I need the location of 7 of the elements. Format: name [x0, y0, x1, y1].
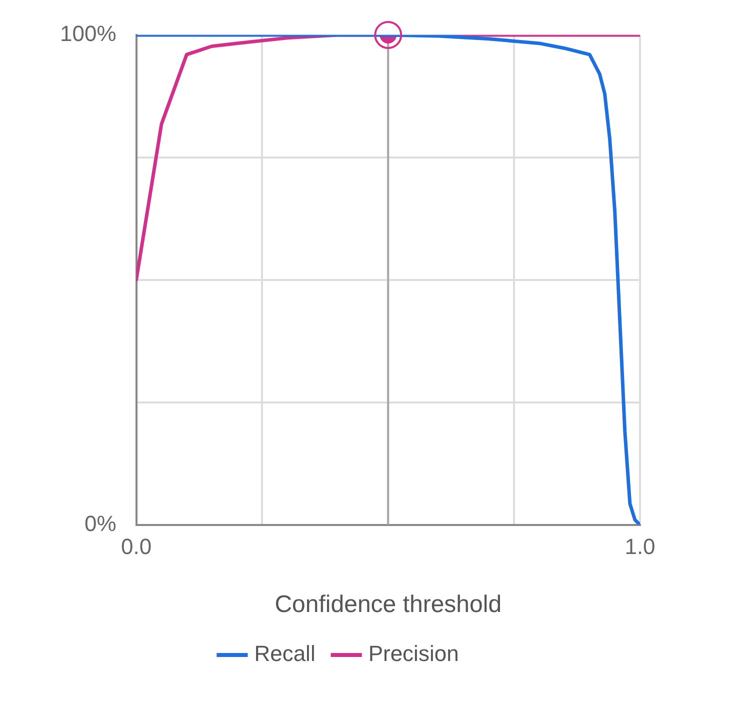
x-tick-label: 0.0 — [120, 534, 152, 560]
y-tick-label: 100% — [60, 21, 116, 46]
legend-label: Precision — [368, 641, 459, 666]
x-axis-title: Confidence threshold — [274, 591, 502, 618]
legend-label: Recall — [254, 641, 316, 666]
x-tick-label: 1.0 — [624, 534, 656, 560]
y-tick-label: 0% — [84, 510, 116, 536]
